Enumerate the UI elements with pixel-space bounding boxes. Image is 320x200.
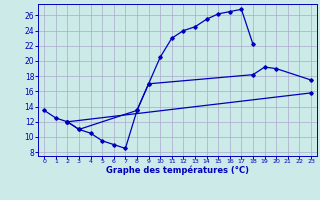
X-axis label: Graphe des températures (°C): Graphe des températures (°C) xyxy=(106,166,249,175)
